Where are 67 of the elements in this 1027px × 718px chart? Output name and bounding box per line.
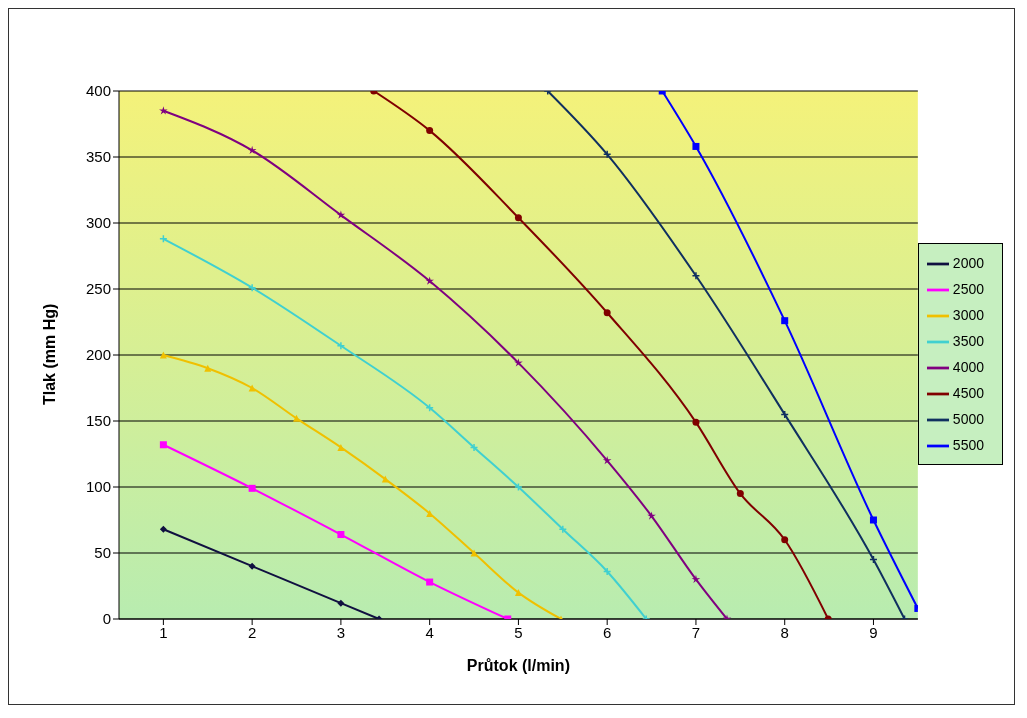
point: [602, 150, 612, 159]
point: [691, 271, 701, 281]
point: [603, 309, 611, 317]
point: [736, 490, 744, 498]
point: [159, 441, 167, 449]
point: [602, 567, 612, 576]
point: [337, 443, 345, 451]
x-tick-label: 8: [780, 623, 789, 641]
point: [337, 599, 345, 607]
x-tick-label: 9: [869, 623, 878, 641]
y-tick-label: 200: [85, 346, 111, 364]
point: [248, 384, 256, 392]
y-tick-label: 400: [85, 82, 111, 100]
x-tick-label: 6: [603, 623, 612, 641]
y-tick-label: 300: [85, 214, 111, 232]
point: [514, 214, 522, 222]
legend-label: 2000: [952, 255, 984, 271]
y-tick-label: 0: [102, 610, 111, 628]
point: [204, 364, 212, 372]
legend-label: 3500: [952, 333, 984, 349]
y-tick-label: 50: [94, 544, 111, 562]
point: [248, 562, 256, 570]
legend-label: 4500: [952, 385, 984, 401]
point: [781, 317, 789, 325]
point: [293, 414, 301, 422]
x-tick-label: 5: [514, 623, 523, 641]
point: [692, 142, 700, 150]
point: [691, 574, 701, 584]
x-tick-label: 4: [425, 623, 434, 641]
point: [602, 456, 612, 465]
x-tick-label: 3: [336, 623, 346, 641]
legend-label: 4000: [952, 359, 984, 375]
point: [514, 589, 522, 597]
point: [426, 127, 434, 135]
x-tick-label: 2: [247, 623, 257, 641]
x-tick-label: 1: [159, 623, 168, 641]
point: [159, 525, 167, 533]
point: [869, 516, 877, 524]
point: [336, 341, 346, 351]
point: [159, 351, 167, 359]
x-axis-title: Průtok (l/min): [466, 657, 570, 674]
point: [558, 524, 568, 534]
point: [426, 578, 434, 586]
point: [425, 403, 434, 413]
point: [469, 443, 479, 452]
point: [248, 484, 256, 492]
legend-label: 3000: [952, 307, 984, 323]
y-tick-label: 100: [85, 478, 111, 496]
point: [781, 536, 789, 544]
point: [159, 106, 168, 115]
point: [470, 549, 478, 557]
point: [514, 482, 523, 492]
point: [381, 475, 389, 483]
point: [692, 418, 700, 426]
y-tick-label: 250: [85, 280, 111, 298]
point: [247, 283, 257, 292]
y-tick-label: 350: [85, 148, 111, 166]
point: [247, 145, 257, 155]
point: [425, 276, 434, 285]
legend-label: 5000: [952, 411, 984, 427]
x-tick-label: 7: [691, 623, 701, 641]
point: [336, 210, 346, 219]
legend-label: 2500: [952, 281, 984, 297]
point: [337, 531, 345, 539]
y-axis-title: Tlak (mm Hg): [40, 303, 58, 405]
y-tick-label: 150: [85, 412, 111, 430]
legend-label: 5500: [952, 437, 984, 453]
